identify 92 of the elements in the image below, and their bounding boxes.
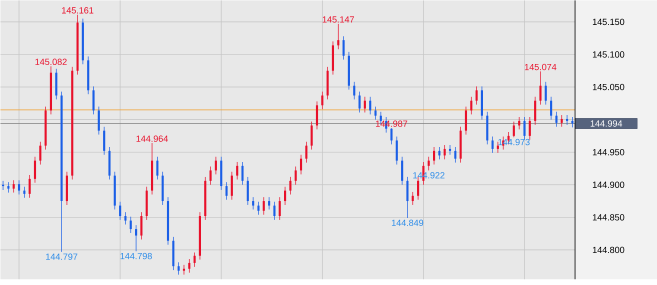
y-tick-label: 145.150 — [592, 18, 624, 25]
annotation: 144.797 — [46, 253, 78, 260]
candlestick — [278, 196, 281, 220]
annotation: 145.074 — [524, 64, 556, 70]
candlestick — [188, 258, 190, 273]
candlestick — [98, 106, 100, 135]
candlestick — [492, 136, 494, 153]
candlestick — [470, 96, 472, 115]
candlestick — [103, 126, 106, 155]
candlestick — [412, 191, 414, 206]
candlestick — [518, 116, 520, 130]
y-tick-label: 144.800 — [592, 246, 624, 253]
candlestick — [230, 171, 233, 200]
candlestick — [156, 156, 158, 180]
candlestick — [28, 174, 31, 198]
annotation: 144.964 — [136, 135, 168, 142]
candlestick — [571, 116, 574, 128]
candlestick — [316, 100, 318, 130]
candlestick — [374, 106, 377, 120]
candlestick — [7, 182, 10, 193]
y-tick-label: 144.900 — [592, 181, 624, 188]
candlestick — [178, 262, 180, 275]
candlestick — [23, 186, 26, 198]
candlestick — [210, 166, 212, 185]
annotation: 145.147 — [322, 16, 354, 22]
candlestick — [34, 156, 36, 183]
candlestick — [496, 141, 499, 153]
candlestick — [273, 201, 276, 220]
candlestick — [550, 96, 552, 120]
candlestick — [305, 141, 308, 163]
candlestick — [294, 166, 297, 185]
candlestick — [512, 121, 515, 138]
candlestick — [448, 144, 452, 155]
candlestick — [444, 144, 446, 160]
candlestick — [241, 161, 244, 185]
candlestick — [454, 146, 456, 163]
candlestick — [55, 68, 58, 100]
candlestick — [140, 212, 142, 240]
candlestick — [560, 114, 563, 127]
candlestick — [124, 212, 127, 225]
candlestick — [544, 81, 547, 105]
candlestick — [12, 180, 15, 193]
candlestick — [321, 91, 324, 110]
candlestick — [528, 116, 531, 140]
candlestick — [523, 116, 526, 140]
y-tick-label: 144.950 — [592, 148, 624, 156]
candlestick — [246, 176, 249, 206]
candlestick — [236, 161, 238, 180]
candlestick — [300, 154, 302, 174]
candlestick — [432, 146, 436, 165]
annotation: 144.798 — [120, 252, 152, 260]
candlestick — [396, 136, 398, 165]
annotation: 145.161 — [62, 6, 94, 14]
y-tick-label: 145.050 — [592, 84, 624, 90]
candlestick — [353, 81, 356, 100]
y-tick-label: 144.850 — [592, 214, 624, 220]
candlestick — [438, 146, 440, 160]
candlestick — [539, 70, 542, 105]
candlestick — [135, 224, 138, 252]
candlestick — [369, 96, 372, 115]
candlestick — [92, 86, 95, 115]
annotation: 144.849 — [392, 219, 424, 226]
candlestick — [566, 114, 568, 125]
candlestick — [39, 141, 42, 165]
candlestick — [428, 156, 430, 171]
candlestick — [268, 196, 270, 210]
y-tick-label: 145.100 — [592, 51, 624, 58]
candlestick — [476, 86, 478, 105]
candlestick — [119, 201, 122, 220]
candlestick — [225, 182, 228, 200]
candlestick — [406, 176, 409, 218]
candlestick — [464, 106, 468, 135]
candlestick — [289, 176, 292, 195]
candlestick — [194, 252, 196, 268]
candlestick — [401, 156, 404, 185]
annotation: 145.082 — [35, 58, 67, 65]
candlestick — [390, 128, 393, 145]
candlestick — [310, 121, 313, 150]
candlestick — [534, 96, 536, 125]
ref-line-label: 144.994 — [590, 120, 622, 127]
candlestick — [555, 111, 558, 127]
candlestick — [252, 196, 254, 210]
candlestick — [262, 196, 265, 215]
candlestick — [130, 216, 132, 234]
candlestick — [18, 180, 20, 195]
candlestick — [364, 96, 366, 113]
candlestick — [337, 23, 340, 50]
candlestick — [257, 201, 260, 215]
candlestick — [358, 91, 361, 113]
candlestick — [284, 186, 286, 206]
candlestick — [214, 156, 217, 174]
candlestick — [342, 36, 345, 60]
